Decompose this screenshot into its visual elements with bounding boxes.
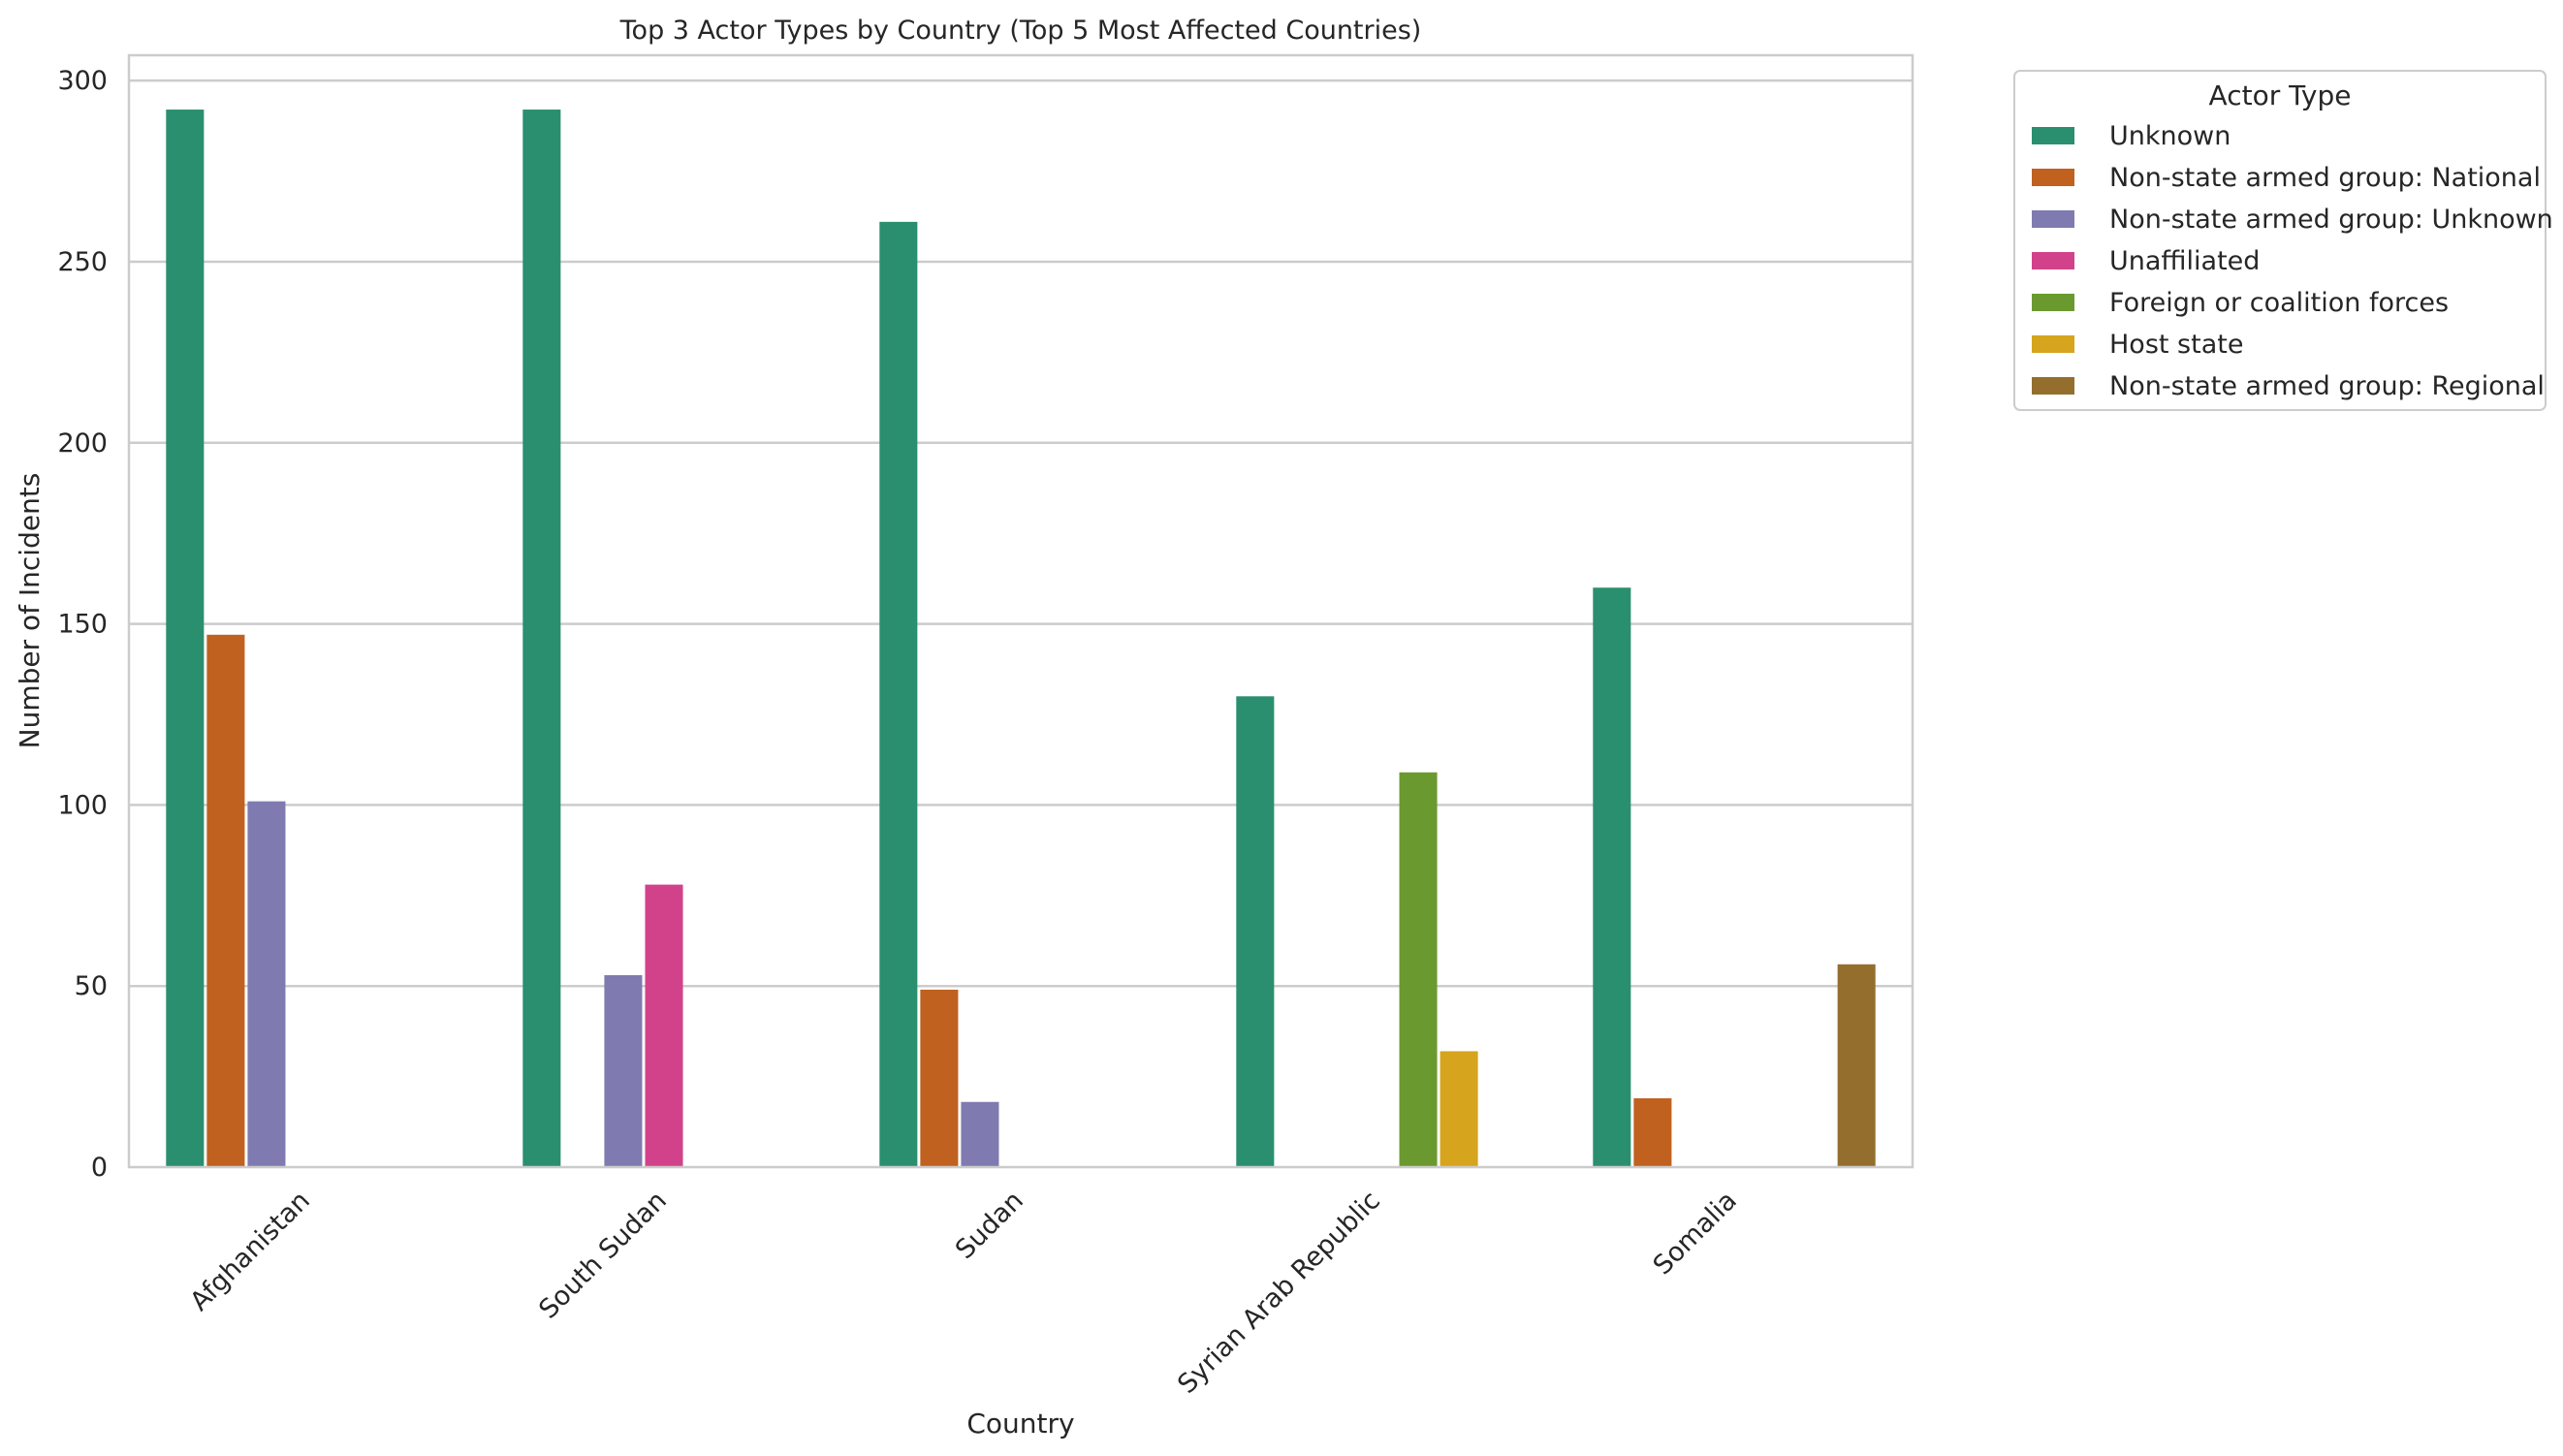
bar <box>879 221 918 1168</box>
y-tick-label: 100 <box>57 790 108 820</box>
legend-swatch <box>2032 252 2074 269</box>
bar <box>645 884 683 1167</box>
legend-label: Unknown <box>2109 121 2231 151</box>
y-tick-label: 0 <box>91 1153 108 1183</box>
y-tick-label: 150 <box>57 610 108 640</box>
y-tick-label: 50 <box>75 971 108 1001</box>
legend-label: Non-state armed group: Regional <box>2109 371 2545 401</box>
bar <box>247 801 286 1167</box>
plot-frame <box>127 53 1914 1169</box>
y-tick-label: 250 <box>57 247 108 277</box>
legend-title: Actor Type <box>2209 79 2352 111</box>
gridlines <box>129 79 1913 988</box>
bar <box>206 634 245 1167</box>
legend-items: Unknown Non-state armed group: National No… <box>2032 121 2553 401</box>
bar <box>522 110 561 1167</box>
legend-swatch <box>2032 169 2074 186</box>
legend-label: Host state <box>2109 330 2243 360</box>
bar <box>1440 1051 1478 1167</box>
legend-swatch <box>2032 127 2074 144</box>
legend-swatch <box>2032 210 2074 228</box>
legend-swatch <box>2032 335 2074 353</box>
chart-title: Top 3 Actor Types by Country (Top 5 Most… <box>619 16 1422 46</box>
bar <box>1633 1098 1672 1167</box>
bar <box>604 974 643 1167</box>
y-tick-label: 200 <box>57 428 108 459</box>
bar <box>961 1101 999 1167</box>
x-axis-label: Country <box>966 1408 1074 1440</box>
y-tick-label: 300 <box>57 66 108 96</box>
bar <box>1399 772 1438 1167</box>
bars <box>166 110 1876 1168</box>
bar <box>1837 964 1876 1167</box>
legend-label: Unaffiliated <box>2109 246 2260 276</box>
legend-label: Non-state armed group: Unknown <box>2109 205 2553 235</box>
legend-box <box>2013 70 2547 411</box>
bar <box>1593 587 1631 1167</box>
bar <box>920 989 959 1167</box>
legend-label: Non-state armed group: National <box>2109 163 2541 193</box>
legend-label: Foreign or coalition forces <box>2109 288 2449 318</box>
legend: Actor Type Unknown Non-state armed group:… <box>2013 70 2553 411</box>
legend-swatch <box>2032 294 2074 311</box>
legend-swatch <box>2032 377 2074 395</box>
bar <box>1236 696 1275 1167</box>
y-axis-ticks: 0 50 100 150 200 250 300 <box>57 66 108 1183</box>
y-axis-label: Number of Incidents <box>14 473 46 749</box>
bar <box>166 110 205 1167</box>
